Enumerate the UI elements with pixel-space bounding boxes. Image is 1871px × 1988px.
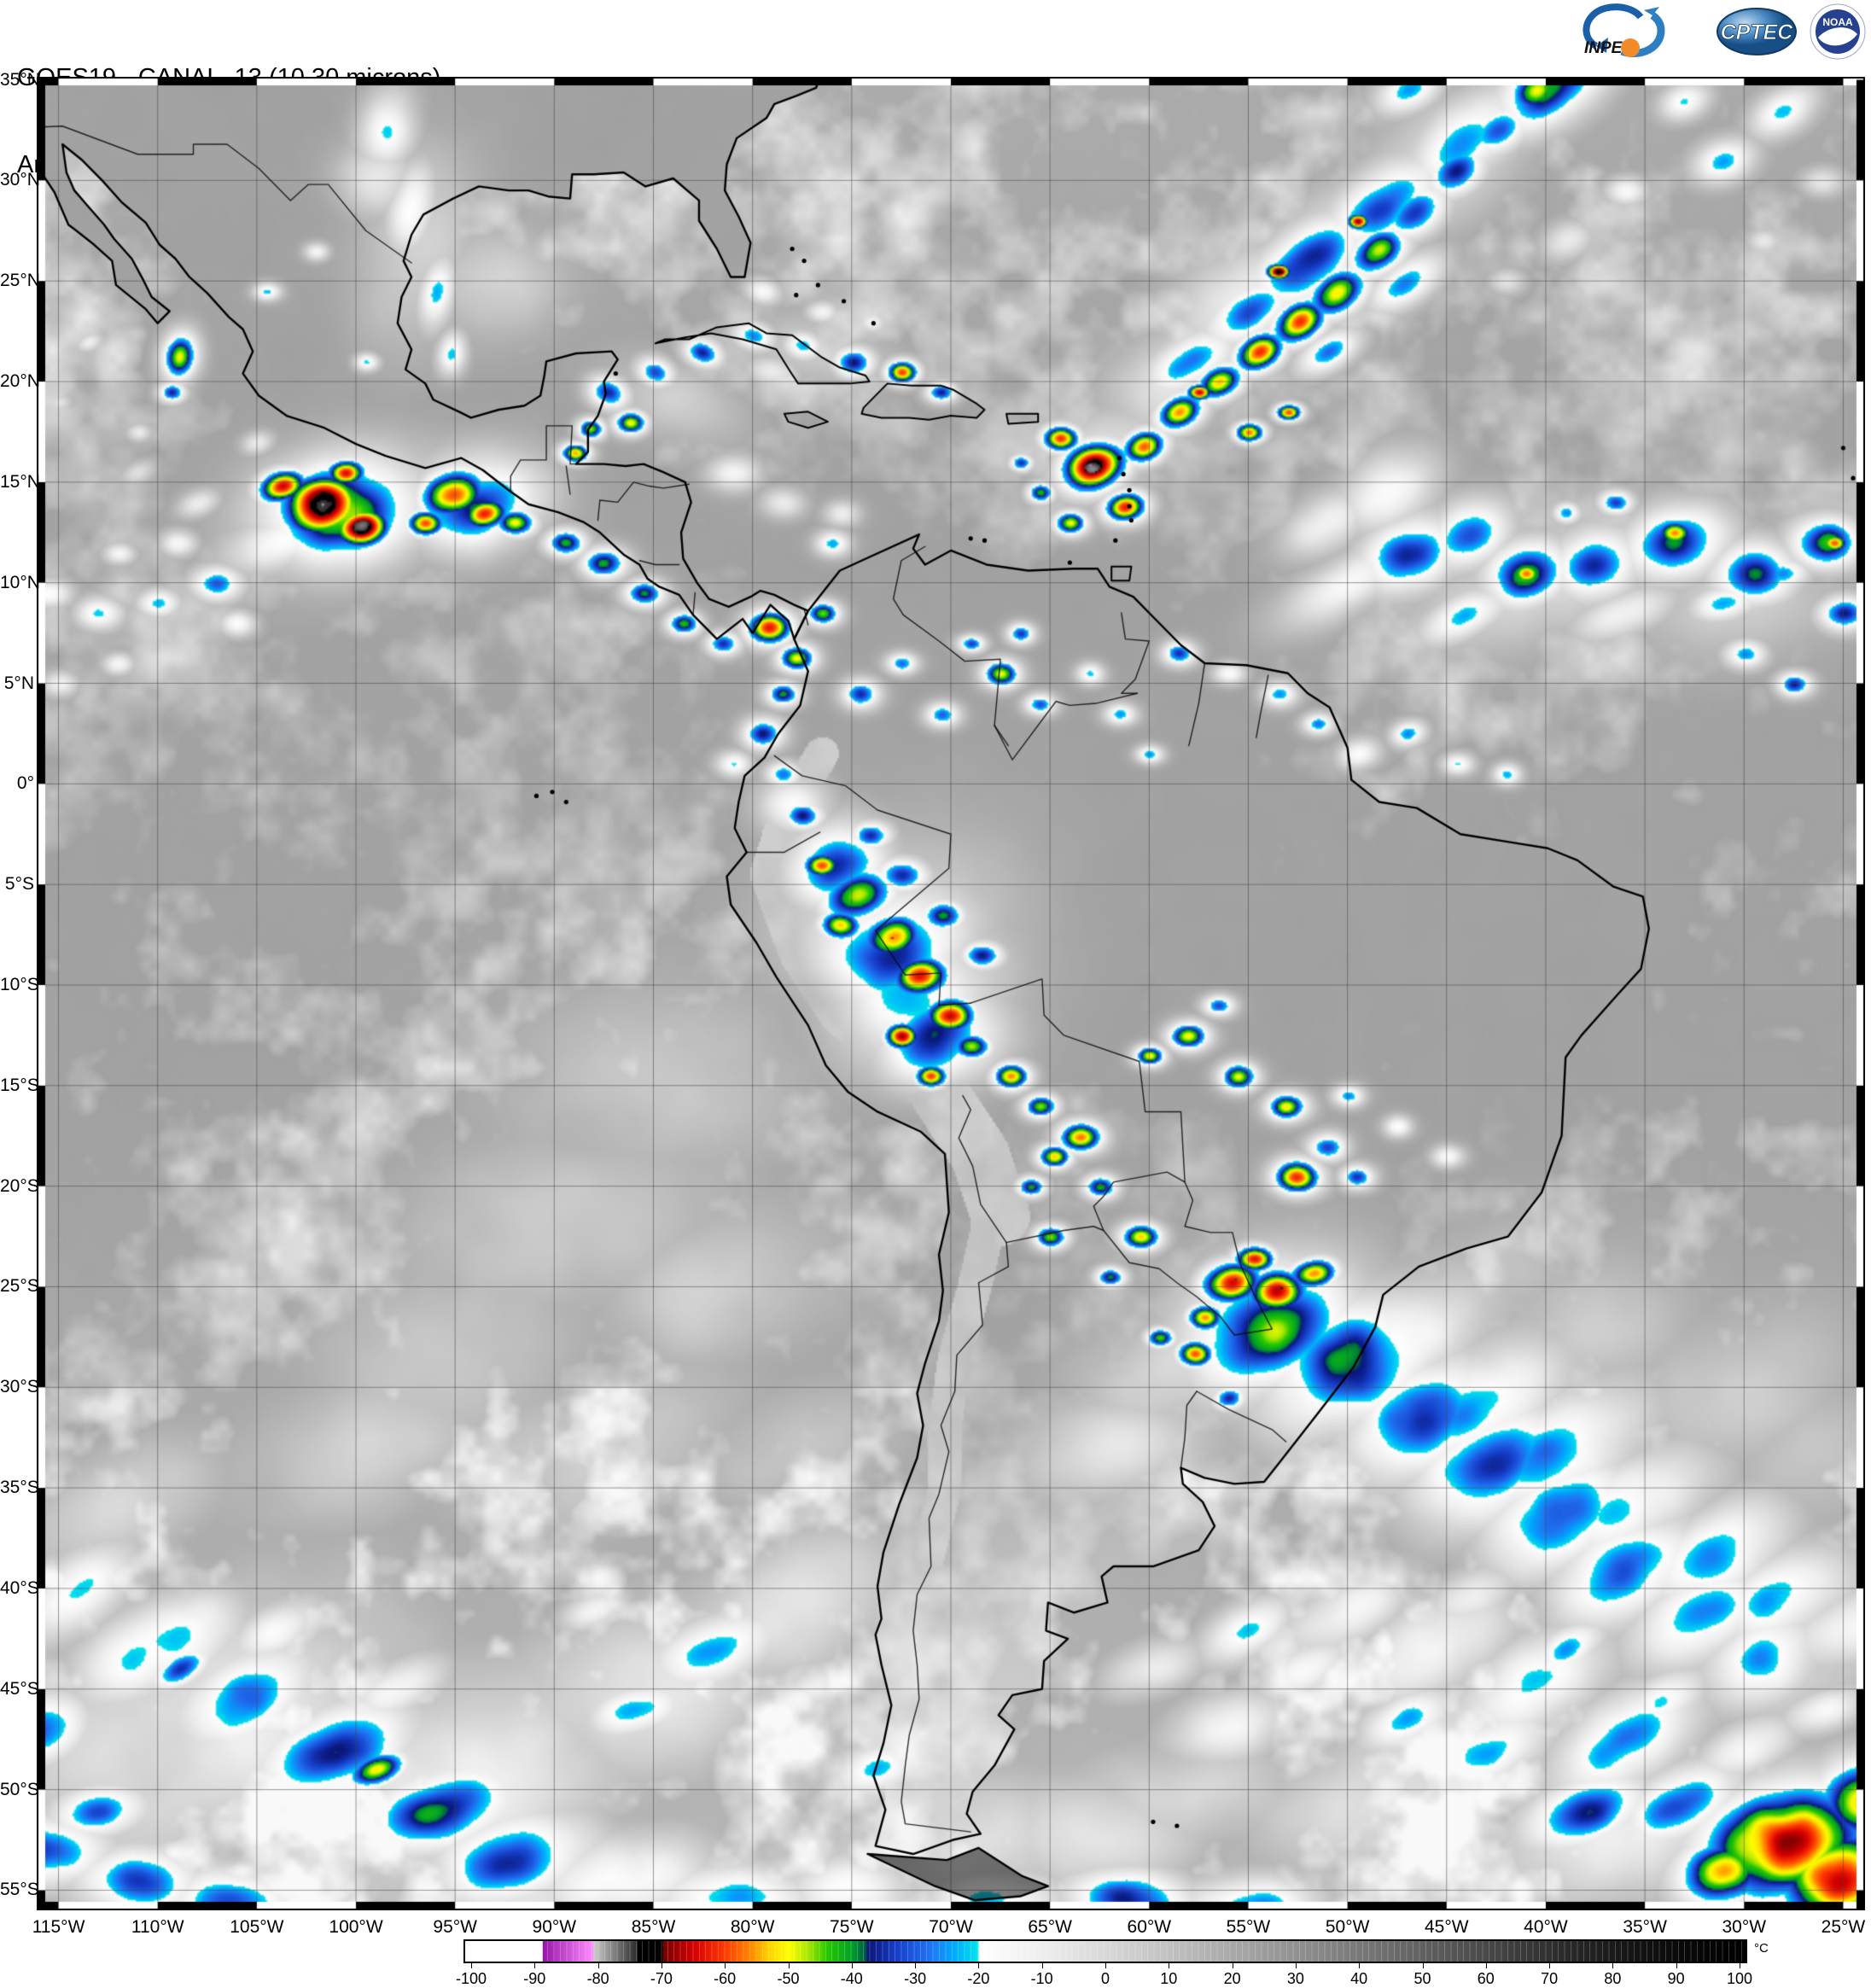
lat-tick-label: 35°S [0, 1478, 39, 1498]
cptec-logo: CPTEC [1717, 8, 1797, 55]
colorbar-tick-mark [788, 1963, 790, 1968]
lon-tick-label: 110°W [131, 1917, 184, 1937]
colorbar-tick-label: -70 [650, 1970, 673, 1987]
cptec-logo-text: CPTEC [1721, 20, 1794, 44]
noaa-bird-icon [1818, 27, 1857, 46]
colorbar-tick-label: 80 [1604, 1970, 1622, 1987]
lon-tick-label: 75°W [830, 1917, 874, 1937]
lat-tick-label: 10°N [0, 572, 40, 592]
lon-tick-label: 50°W [1325, 1917, 1370, 1937]
lat-tick-label: 20°N [0, 371, 40, 392]
colorbar-tick-mark [1295, 1963, 1297, 1968]
colorbar-tick-mark [597, 1963, 599, 1968]
lon-tick-label: 90°W [532, 1917, 577, 1937]
inpe-logo: INPE [1582, 3, 1665, 57]
colorbar-tick-mark [1676, 1963, 1677, 1968]
colorbar-tick-label: -90 [523, 1970, 546, 1987]
lat-tick-label: 25°N [0, 271, 40, 291]
colorbar-step-overlay [465, 1941, 1746, 1962]
colorbar-tick-label: 40 [1350, 1970, 1368, 1987]
colorbar-tick-label: 90 [1667, 1970, 1685, 1987]
colorbar-tick-label: -30 [904, 1970, 927, 1987]
lat-tick-label: 55°S [0, 1880, 39, 1900]
lat-tick-label: 50°S [0, 1779, 39, 1799]
colorbar-tick-label: 100 [1726, 1970, 1753, 1987]
lat-tick-label: 0° [16, 773, 34, 794]
lon-tick-label: 85°W [631, 1917, 676, 1937]
lon-tick-label: 40°W [1524, 1917, 1568, 1937]
colorbar-tick-mark [725, 1963, 726, 1968]
satellite-map-frame [37, 77, 1865, 1910]
lat-tick-label: 30°N [0, 170, 40, 190]
lat-tick-label: 35°N [0, 69, 40, 90]
colorbar-tick-label: 0 [1100, 1970, 1110, 1987]
inpe-orange-dot [1621, 38, 1640, 57]
colorbar-tick-mark [1359, 1963, 1361, 1968]
lat-tick-label: 40°S [0, 1577, 39, 1598]
lon-tick-label: 70°W [929, 1917, 973, 1937]
lon-tick-label: 35°W [1623, 1917, 1667, 1937]
colorbar-tick-label: -40 [840, 1970, 863, 1987]
colorbar-tick-label: 70 [1541, 1970, 1559, 1987]
noaa-logo: NOAA [1810, 3, 1866, 60]
colorbar-tick-mark [1485, 1963, 1487, 1968]
colorbar-tick-label: -60 [714, 1970, 737, 1987]
lat-tick-label: 20°S [0, 1175, 39, 1196]
lon-tick-label: 55°W [1226, 1917, 1271, 1937]
colorbar-tick-mark [1041, 1963, 1043, 1968]
lat-tick-label: 5°S [4, 874, 34, 895]
lon-tick-label: 65°W [1028, 1917, 1072, 1937]
colorbar-tick-mark [471, 1963, 472, 1968]
lat-tick-label: 45°S [0, 1678, 39, 1699]
colorbar-tick-mark [1422, 1963, 1424, 1968]
inpe-logo-text: INPE [1584, 39, 1623, 57]
colorbar-tick-mark [1612, 1963, 1614, 1968]
lon-tick-label: 45°W [1425, 1917, 1469, 1937]
colorbar-tick-label: -50 [777, 1970, 800, 1987]
lon-tick-label: 100°W [329, 1917, 383, 1937]
colorbar-tick-label: -100 [455, 1970, 487, 1987]
lat-tick-label: 10°S [0, 974, 39, 994]
colorbar-tick-label: 50 [1413, 1970, 1431, 1987]
lon-tick-label: 115°W [32, 1917, 85, 1937]
colorbar-tick-label: 10 [1160, 1970, 1178, 1987]
colorbar-tick-mark [851, 1963, 853, 1968]
agency-logo-row: INPE CPTEC NOAA [1559, 3, 1866, 60]
colorbar-tick-label: -10 [1030, 1970, 1053, 1987]
lon-tick-label: 105°W [230, 1917, 284, 1937]
lon-tick-label: 80°W [730, 1917, 775, 1937]
lon-tick-label: 60°W [1127, 1917, 1172, 1937]
colorbar-tick-label: -20 [967, 1970, 990, 1987]
colorbar-tick-label: 20 [1223, 1970, 1241, 1987]
colorbar-tick-label: -80 [586, 1970, 609, 1987]
satellite-imagery-canvas [37, 77, 1865, 1910]
colorbar-tick-mark [978, 1963, 980, 1968]
colorbar-tick-mark [534, 1963, 536, 1968]
colorbar-tick-label: 30 [1286, 1970, 1304, 1987]
colorbar-unit-label: °C [1754, 1941, 1769, 1956]
colorbar-tick-mark [915, 1963, 917, 1968]
lat-tick-label: 15°N [0, 471, 40, 492]
lon-tick-label: 95°W [433, 1917, 477, 1937]
lat-tick-label: 15°S [0, 1075, 39, 1095]
colorbar-tick-mark [1549, 1963, 1551, 1968]
noaa-logo-text: NOAA [1822, 16, 1853, 28]
lon-tick-label: 30°W [1722, 1917, 1767, 1937]
lat-tick-label: 30°S [0, 1377, 39, 1397]
temperature-colorbar [463, 1939, 1747, 1963]
colorbar-tick-label: 60 [1477, 1970, 1495, 1987]
lon-tick-label: 25°W [1821, 1917, 1866, 1937]
lat-tick-label: 5°N [3, 673, 34, 693]
colorbar-tick-mark [1105, 1963, 1106, 1968]
lat-tick-label: 25°S [0, 1276, 39, 1297]
